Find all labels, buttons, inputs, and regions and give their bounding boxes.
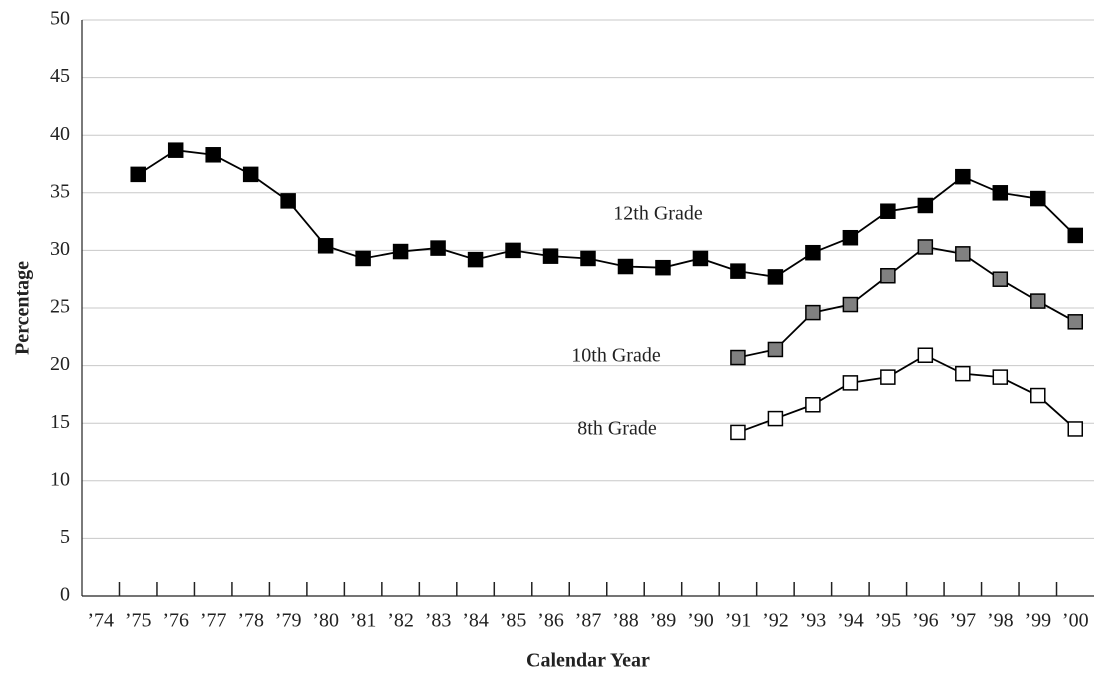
x-axis-title: Calendar Year: [526, 650, 650, 672]
x-tick-label: ’75: [125, 610, 152, 632]
x-tick-label: ’00: [1062, 610, 1089, 632]
x-tick-label: ’88: [612, 610, 639, 632]
marker: [317, 238, 334, 254]
marker: [205, 147, 221, 163]
marker: [1030, 387, 1046, 404]
x-tick-label: ’90: [687, 610, 714, 632]
marker: [842, 229, 859, 246]
marker: [655, 259, 671, 276]
marker: [580, 250, 596, 267]
x-tick-label: ’78: [237, 610, 264, 632]
marker: [767, 341, 784, 358]
marker: [730, 424, 746, 441]
x-tick-label: ’83: [425, 610, 452, 632]
marker: [1067, 314, 1084, 330]
marker: [767, 410, 784, 427]
marker: [167, 142, 184, 158]
marker: [992, 369, 1009, 385]
marker: [880, 369, 896, 385]
x-tick-label: ’89: [650, 610, 677, 632]
series-label: 12th Grade: [613, 203, 703, 225]
x-tick-label: ’86: [537, 610, 564, 632]
marker: [730, 263, 746, 279]
marker: [280, 193, 296, 209]
x-tick-label: ’96: [912, 610, 939, 632]
marker: [542, 248, 559, 264]
marker: [467, 251, 484, 268]
y-tick-label: 45: [50, 65, 70, 87]
marker: [917, 347, 934, 363]
marker: [917, 197, 934, 214]
marker: [1030, 293, 1046, 309]
marker: [392, 243, 409, 260]
marker: [805, 304, 821, 321]
marker: [617, 258, 634, 275]
y-tick-label: 10: [50, 468, 70, 490]
y-tick-label: 0: [60, 584, 70, 606]
y-tick-label: 40: [50, 123, 70, 145]
x-tick-label: ’81: [350, 610, 377, 632]
series-label: 10th Grade: [571, 345, 661, 367]
x-tick-label: ’97: [949, 610, 976, 632]
y-tick-label: 20: [50, 353, 70, 375]
marker: [880, 203, 896, 219]
y-tick-label: 50: [50, 8, 70, 30]
x-tick-label: ’92: [762, 610, 789, 632]
marker: [992, 185, 1009, 201]
x-tick-label: ’74: [87, 610, 114, 632]
marker: [880, 267, 896, 284]
marker: [842, 296, 859, 313]
x-tick-label: ’91: [725, 610, 752, 632]
marker: [767, 269, 784, 285]
x-tick-label: ’87: [575, 610, 602, 632]
x-tick-label: ’76: [162, 610, 189, 632]
x-tick-label: ’77: [200, 610, 227, 632]
marker: [955, 365, 971, 382]
marker: [355, 250, 371, 267]
y-tick-label: 5: [60, 526, 70, 548]
x-tick-label: ’84: [462, 610, 489, 632]
series-line: [137, 149, 1076, 278]
marker: [505, 242, 521, 259]
y-axis-title: Percentage: [12, 261, 34, 355]
y-tick-label: 25: [50, 296, 70, 318]
marker: [1030, 190, 1046, 207]
x-tick-label: ’85: [500, 610, 527, 632]
marker: [1067, 421, 1084, 437]
marker: [992, 271, 1009, 287]
marker: [1067, 227, 1084, 244]
marker: [955, 246, 971, 262]
y-tick-label: 30: [50, 238, 70, 260]
y-tick-label: 35: [50, 180, 70, 202]
marker: [955, 168, 971, 185]
x-tick-label: ’79: [275, 610, 302, 632]
x-tick-label: ’94: [837, 610, 864, 632]
marker: [842, 375, 859, 391]
x-tick-label: ’99: [1024, 610, 1051, 632]
series-line: [737, 354, 1076, 434]
marker: [805, 397, 821, 413]
marker: [430, 240, 446, 256]
series-label: 8th Grade: [577, 418, 657, 440]
x-tick-label: ’80: [312, 610, 339, 632]
marker: [917, 239, 934, 255]
series-line: [737, 245, 1076, 359]
marker: [805, 244, 821, 261]
marker: [730, 349, 746, 366]
x-tick-label: ’98: [987, 610, 1014, 632]
x-tick-label: ’93: [800, 610, 827, 632]
marker: [692, 250, 709, 267]
y-tick-label: 15: [50, 411, 70, 433]
marker: [242, 166, 259, 183]
marker: [130, 166, 146, 183]
x-tick-label: ’95: [875, 610, 902, 632]
x-tick-label: ’82: [387, 610, 414, 632]
